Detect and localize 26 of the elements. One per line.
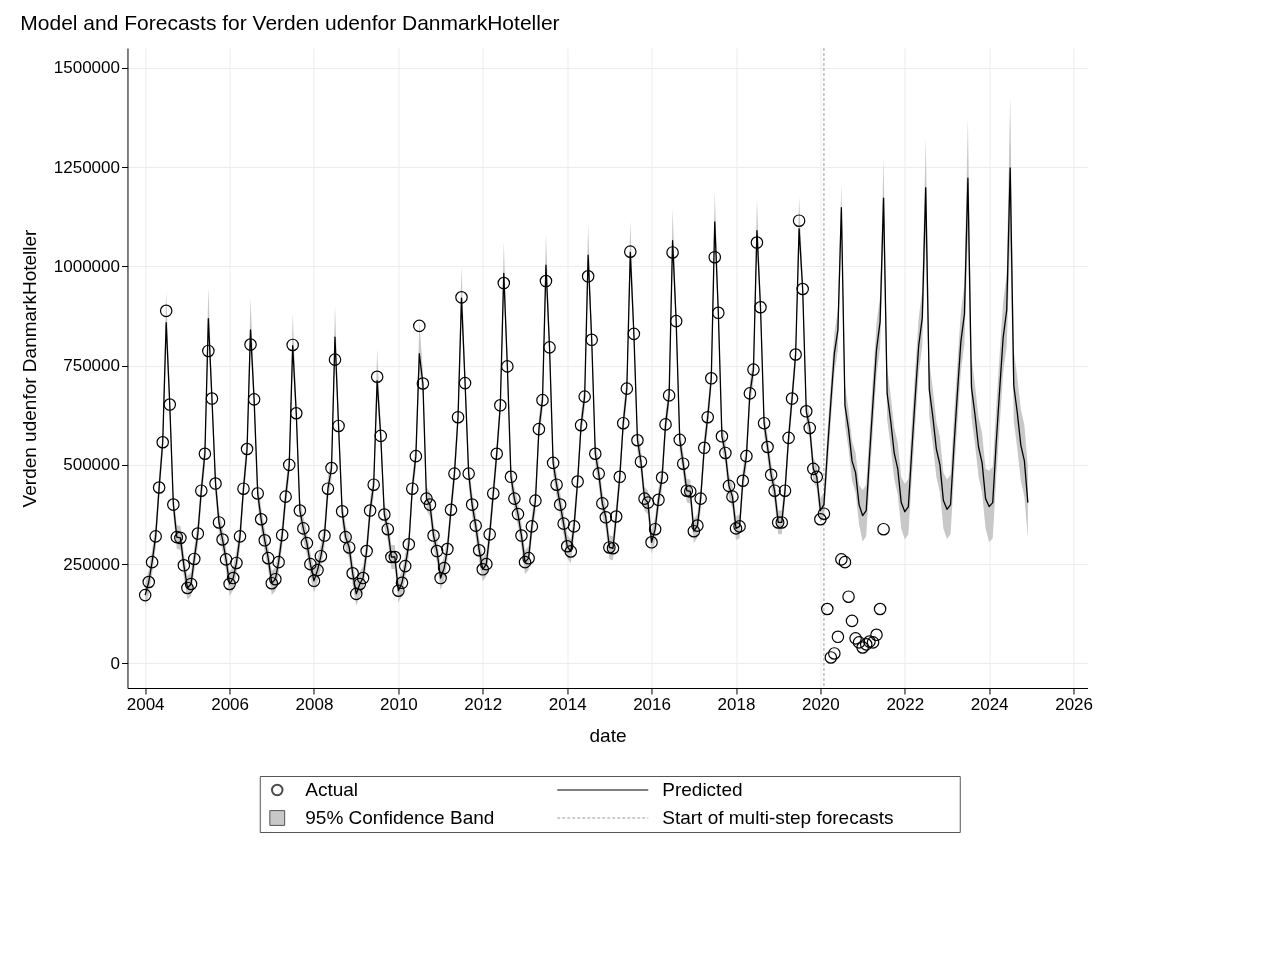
chart-title: Model and Forecasts for Verden udenfor DanmarkHoteller [20, 10, 560, 34]
x-tick-label: 2020 [801, 694, 840, 714]
y-tick-label: 250000 [63, 554, 120, 574]
legend-label: Actual [305, 779, 359, 800]
legend-label: Predicted [662, 779, 743, 800]
x-tick-label: 2014 [548, 694, 587, 714]
x-tick-label: 2022 [886, 694, 925, 714]
x-tick-label: 2012 [464, 694, 503, 714]
x-tick-label: 2004 [126, 694, 165, 714]
x-tick-label: 2026 [1055, 694, 1094, 714]
y-tick-label: 500000 [63, 455, 120, 475]
y-tick-label: 750000 [63, 356, 120, 376]
x-tick-label: 2016 [633, 694, 671, 714]
x-tick-label: 2008 [295, 694, 334, 714]
x-tick-label: 2018 [717, 694, 756, 714]
x-tick-label: 2010 [380, 694, 418, 714]
x-tick-label: 2024 [970, 694, 1009, 714]
y-tick-label: 1250000 [53, 157, 120, 177]
y-tick-label: 0 [110, 653, 120, 673]
text: 95% Confidence Band [305, 807, 495, 828]
y-tick-label: 1000000 [53, 256, 120, 276]
x-tick-label: 2006 [211, 694, 250, 714]
y-axis-title: Verden udenfor DanmarkHoteller [18, 228, 40, 508]
legend-label: Start of multi-step forecasts [662, 807, 894, 828]
x-axis-title: date [589, 724, 627, 746]
y-tick-label: 1500000 [53, 58, 120, 78]
